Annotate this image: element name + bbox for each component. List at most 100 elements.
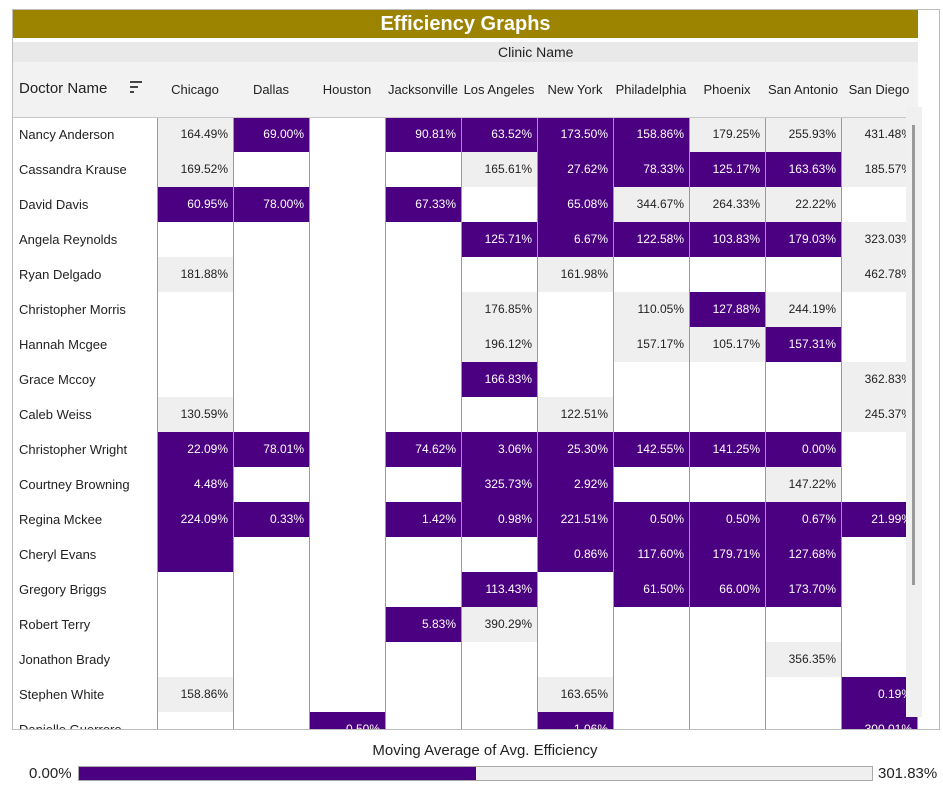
matrix-cell[interactable]: 147.22% <box>765 467 841 502</box>
matrix-cell[interactable]: 390.29% <box>461 607 537 642</box>
matrix-cell[interactable]: 141.25% <box>689 432 765 467</box>
sort-icon[interactable] <box>130 81 142 95</box>
matrix-cell[interactable]: 179.25% <box>689 117 765 152</box>
matrix-cell[interactable]: 4.48% <box>157 467 233 502</box>
matrix-cell[interactable]: 179.03% <box>765 222 841 257</box>
matrix-cell[interactable]: 130.59% <box>157 397 233 432</box>
matrix-cell[interactable]: 158.86% <box>157 677 233 712</box>
matrix-cell[interactable]: 25.30% <box>537 432 613 467</box>
matrix-cell[interactable]: 67.33% <box>385 187 461 222</box>
matrix-cell[interactable]: 255.93% <box>765 117 841 152</box>
row-label[interactable]: Ryan Delgado <box>19 267 102 282</box>
matrix-cell[interactable]: 164.49% <box>157 117 233 152</box>
matrix-cell[interactable]: 264.33% <box>689 187 765 222</box>
matrix-cell[interactable]: 78.33% <box>613 152 689 187</box>
column-header-san-antonio[interactable]: San Antonio <box>767 82 839 97</box>
matrix-cell[interactable]: 0.50% <box>689 502 765 537</box>
matrix-cell[interactable]: 163.63% <box>765 152 841 187</box>
matrix-cell[interactable]: 344.67% <box>613 187 689 222</box>
row-label[interactable]: Cassandra Krause <box>19 162 127 177</box>
matrix-cell[interactable]: 300.01% <box>841 712 917 729</box>
matrix-cell[interactable]: 244.19% <box>765 292 841 327</box>
matrix-cell[interactable]: 125.71% <box>461 222 537 257</box>
column-header-jacksonville[interactable]: Jacksonville <box>387 82 459 97</box>
matrix-cell[interactable]: 224.09% <box>157 502 233 537</box>
column-header-dallas[interactable]: Dallas <box>252 82 290 97</box>
row-label[interactable]: Jonathon Brady <box>19 652 111 667</box>
matrix-cell[interactable]: 158.86% <box>613 117 689 152</box>
column-header-houston[interactable]: Houston <box>322 82 372 97</box>
row-label[interactable]: Gregory Briggs <box>19 582 107 597</box>
matrix-cell[interactable]: 78.01% <box>233 432 309 467</box>
matrix-cell[interactable]: 103.83% <box>689 222 765 257</box>
matrix-cell[interactable]: 127.88% <box>689 292 765 327</box>
matrix-cell[interactable]: 462.78% <box>841 257 917 292</box>
row-label[interactable]: Caleb Weiss <box>19 407 92 422</box>
column-header-new-york[interactable]: New York <box>547 82 603 97</box>
matrix-cell[interactable]: 0.98% <box>461 502 537 537</box>
matrix-cell[interactable]: 60.95% <box>157 187 233 222</box>
matrix-cell[interactable]: 157.31% <box>765 327 841 362</box>
row-label[interactable]: Danielle Guerrero <box>19 722 122 730</box>
matrix-cell[interactable]: 0.33% <box>233 502 309 537</box>
row-label[interactable]: Regina Mckee <box>19 512 103 527</box>
matrix-cell[interactable]: 161.98% <box>537 257 613 292</box>
matrix-cell[interactable]: 0.00% <box>765 432 841 467</box>
row-header-label[interactable]: Doctor Name <box>19 80 108 97</box>
row-label[interactable]: Courtney Browning <box>19 477 130 492</box>
matrix-cell[interactable]: 22.22% <box>765 187 841 222</box>
row-label[interactable]: Grace Mccoy <box>19 372 96 387</box>
matrix-cell[interactable]: 356.35% <box>765 642 841 677</box>
matrix-cell[interactable]: 1.06% <box>537 712 613 729</box>
matrix-cell[interactable]: 21.99% <box>841 502 917 537</box>
matrix-cell[interactable]: 27.62% <box>537 152 613 187</box>
matrix-cell[interactable]: 6.67% <box>537 222 613 257</box>
matrix-cell[interactable]: 0.50% <box>613 502 689 537</box>
matrix-cell[interactable]: 122.51% <box>537 397 613 432</box>
matrix-cell[interactable]: 66.00% <box>689 572 765 607</box>
matrix-cell[interactable]: 165.61% <box>461 152 537 187</box>
matrix-cell[interactable]: 63.52% <box>461 117 537 152</box>
row-label[interactable]: Christopher Wright <box>19 442 128 457</box>
matrix-cell[interactable]: 1.42% <box>385 502 461 537</box>
matrix-cell[interactable]: 323.03% <box>841 222 917 257</box>
matrix-cell[interactable]: 173.70% <box>765 572 841 607</box>
matrix-cell[interactable]: 196.12% <box>461 327 537 362</box>
matrix-cell[interactable]: 90.81% <box>385 117 461 152</box>
matrix-cell[interactable]: 185.57% <box>841 152 917 187</box>
matrix-cell[interactable]: 122.58% <box>613 222 689 257</box>
matrix-cell[interactable]: 3.06% <box>461 432 537 467</box>
matrix-cell[interactable]: 169.52% <box>157 152 233 187</box>
column-header-chicago[interactable]: Chicago <box>171 82 219 97</box>
row-label[interactable]: Stephen White <box>19 687 105 702</box>
matrix-cell[interactable]: 0.86% <box>537 537 613 572</box>
matrix-cell[interactable]: 157.17% <box>613 327 689 362</box>
matrix-cell[interactable]: 245.37% <box>841 397 917 432</box>
matrix-cell[interactable]: 125.17% <box>689 152 765 187</box>
matrix-cell[interactable]: 2.92% <box>537 467 613 502</box>
matrix-cell[interactable]: 61.50% <box>613 572 689 607</box>
matrix-cell[interactable]: 117.60% <box>613 537 689 572</box>
matrix-cell[interactable]: 181.88% <box>157 257 233 292</box>
matrix-cell[interactable] <box>157 537 233 572</box>
matrix-cell[interactable]: 74.62% <box>385 432 461 467</box>
matrix-cell[interactable]: 166.83% <box>461 362 537 397</box>
matrix-cell[interactable]: 69.00% <box>233 117 309 152</box>
scrollbar-thumb[interactable] <box>912 125 915 585</box>
matrix-cell[interactable]: 0.50% <box>309 712 385 729</box>
row-label[interactable]: Angela Reynolds <box>19 232 118 247</box>
row-label[interactable]: Robert Terry <box>19 617 91 632</box>
matrix-cell[interactable]: 0.67% <box>765 502 841 537</box>
matrix-cell[interactable]: 22.09% <box>157 432 233 467</box>
matrix-cell[interactable]: 325.73% <box>461 467 537 502</box>
column-header-philadelphia[interactable]: Philadelphia <box>615 82 687 97</box>
matrix-cell[interactable]: 179.71% <box>689 537 765 572</box>
matrix-cell[interactable]: 362.83% <box>841 362 917 397</box>
matrix-cell[interactable]: 0.19% <box>841 677 917 712</box>
matrix-cell[interactable]: 110.05% <box>613 292 689 327</box>
row-label[interactable]: Cheryl Evans <box>19 547 97 562</box>
matrix-cell[interactable]: 113.43% <box>461 572 537 607</box>
matrix-cell[interactable]: 78.00% <box>233 187 309 222</box>
row-label[interactable]: Christopher Morris <box>19 302 126 317</box>
matrix-cell[interactable]: 105.17% <box>689 327 765 362</box>
